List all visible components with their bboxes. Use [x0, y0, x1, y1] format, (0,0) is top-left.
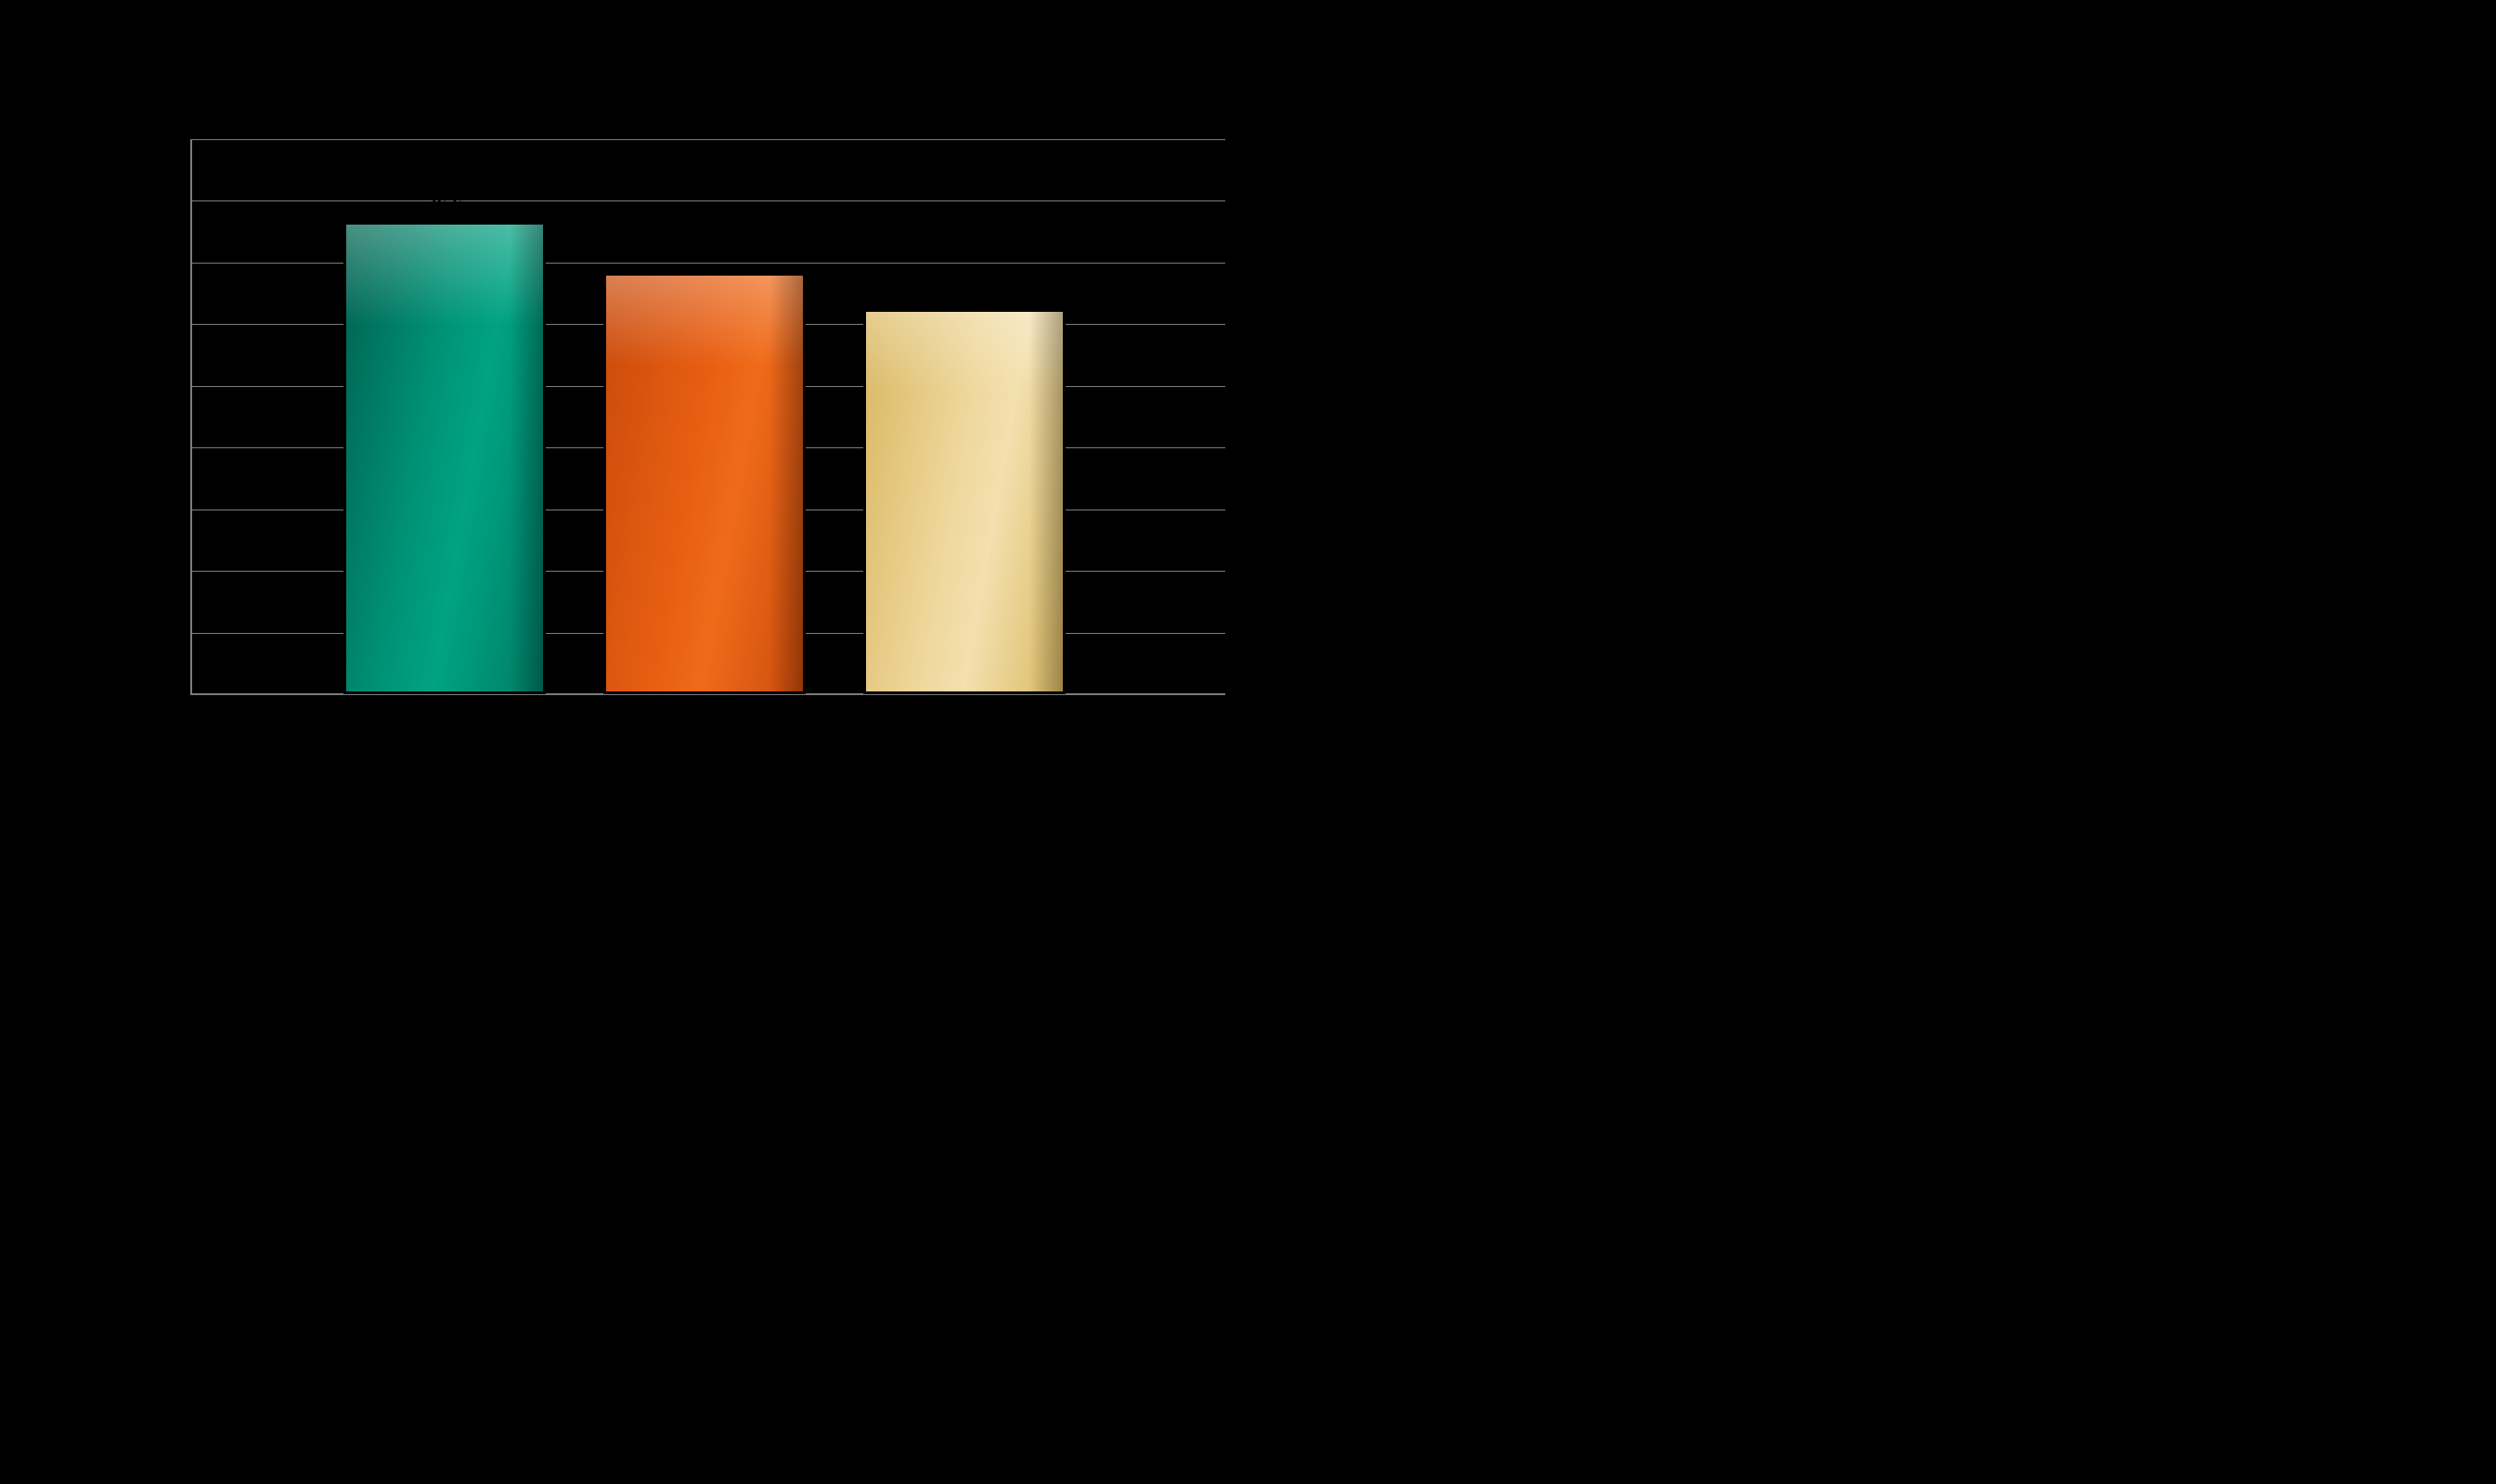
plot-area: 76.6 — [190, 139, 1225, 694]
gridline — [190, 200, 1225, 201]
bar — [343, 222, 546, 694]
bar-chart: 76.6 — [0, 0, 1313, 781]
gridline — [190, 139, 1225, 140]
bar-value-label: 76.6 — [427, 195, 463, 222]
bar — [863, 309, 1066, 694]
bar — [603, 273, 806, 694]
y-axis-line — [190, 139, 192, 694]
